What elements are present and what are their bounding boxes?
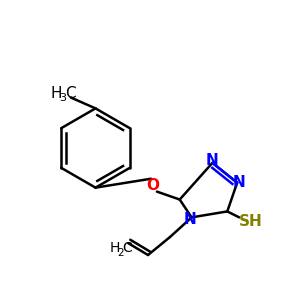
Text: C: C (122, 241, 132, 255)
Text: H: H (50, 86, 61, 101)
Text: O: O (146, 178, 160, 193)
Text: C: C (65, 86, 76, 101)
Text: N: N (183, 212, 196, 227)
Text: N: N (206, 153, 219, 168)
Text: N: N (233, 175, 245, 190)
Text: 2: 2 (117, 248, 124, 258)
Text: SH: SH (239, 214, 263, 229)
Text: 3: 3 (59, 94, 66, 103)
Text: H: H (109, 241, 119, 255)
